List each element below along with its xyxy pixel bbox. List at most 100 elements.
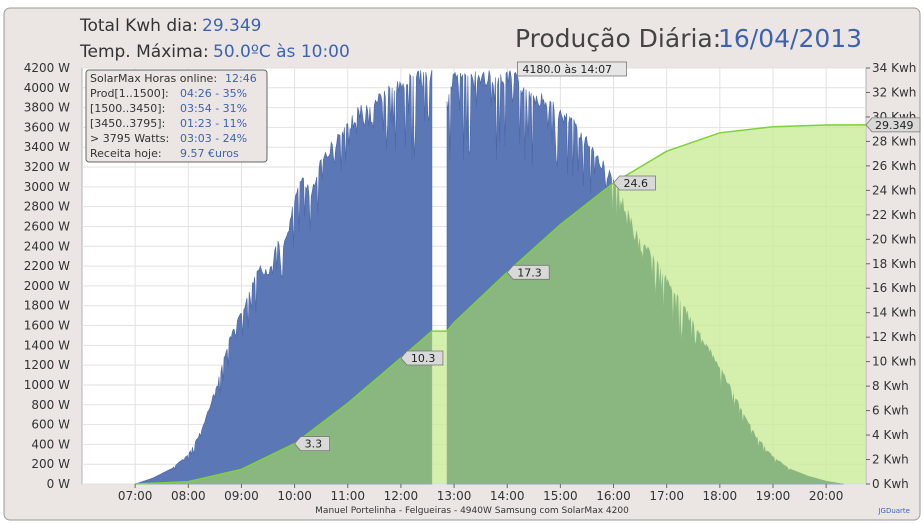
stats-row-label: Prod[1..1500]: [90, 87, 169, 100]
y-left-tick-label: 2800 W [24, 200, 70, 214]
x-tick-label: 08:00 [171, 489, 206, 503]
y-left-tick-label: 600 W [31, 418, 70, 432]
y-right-tick-label: 18 Kwh [872, 257, 916, 271]
y-left-tick-label: 1600 W [24, 319, 70, 333]
y-left-tick-label: 1000 W [24, 378, 70, 392]
y-left-tick-label: 1400 W [24, 338, 70, 352]
energy-label-text: 17.3 [517, 266, 542, 279]
peak-annotation-box [517, 61, 627, 77]
energy-labels: 3.3 10.3 17.3 24.6 29.349 4180.0 às 14:07 [294, 61, 921, 452]
x-tick-label: 10:00 [277, 489, 312, 503]
x-tick-label: 20:00 [809, 489, 844, 503]
energy-label-box [294, 436, 331, 452]
peak-annotation: 4180.0 às 14:07 [517, 61, 627, 77]
stats-row-value: 9.57 €uros [180, 147, 239, 160]
y-right-tick-label: 0 Kwh [872, 477, 909, 491]
x-tick-label: 11:00 [330, 489, 365, 503]
x-axis: 07:00 08:00 09:00 10:00 11:00 12:00 13:00 14:00… [118, 484, 844, 503]
x-tick-label: 09:00 [224, 489, 259, 503]
stats-row-value: 03:03 - 24% [180, 132, 247, 145]
stats-row-value: 12:46 [225, 72, 257, 85]
y-left-tick-label: 3000 W [24, 180, 70, 194]
energy-label-text: 10.3 [411, 352, 436, 365]
footer-signature: JGDuarte [877, 507, 910, 515]
x-tick-label: 15:00 [543, 489, 578, 503]
energy-label-text: 24.6 [624, 177, 649, 190]
x-tick-label: 19:00 [756, 489, 791, 503]
total-kwh-label: Total Kwh dia: [79, 16, 198, 36]
energy-label: 17.3 [506, 264, 550, 280]
stats-row-value: 04:26 - 35% [180, 87, 247, 100]
stats-row-label: SolarMax Horas online: [90, 72, 217, 85]
y-left-tick-label: 4000 W [24, 81, 70, 95]
stats-box: SolarMax Horas online: 12:46 Prod[1..150… [85, 69, 268, 163]
footer-credit: Manuel Portelinha - Felgueiras - 4940W S… [315, 506, 629, 516]
energy-line [135, 124, 867, 485]
page-title-date: 16/04/2013 [718, 24, 862, 53]
x-tick-label: 17:00 [649, 489, 684, 503]
y-right-tick-label: 2 Kwh [872, 453, 909, 467]
y-right-tick-label: 20 Kwh [872, 232, 916, 246]
y-right-tick-label: 6 Kwh [872, 404, 909, 418]
total-kwh-value: 29.349 [202, 16, 261, 36]
energy-label-box [612, 175, 656, 191]
y-left-tick-label: 2200 W [24, 259, 70, 273]
y-right-tick-label: 12 Kwh [872, 330, 916, 344]
y-left-tick-label: 2000 W [24, 279, 70, 293]
y-left-tick-label: 2600 W [24, 219, 70, 233]
y-left-tick-label: 4200 W [24, 61, 70, 75]
stats-row-label: > 3795 Watts: [90, 132, 169, 145]
energy-final-label-text: 29.349 [875, 119, 914, 132]
y-right-tick-label: 34 Kwh [872, 61, 916, 75]
y-left-tick-label: 3600 W [24, 120, 70, 134]
y-right-tick-label: 8 Kwh [872, 379, 909, 393]
y-right-tick-label: 28 Kwh [872, 134, 916, 148]
y-right-tick-label: 26 Kwh [872, 159, 916, 173]
x-tick-label: 14:00 [490, 489, 525, 503]
y-left-tick-label: 200 W [31, 457, 70, 471]
energy-label-box [400, 350, 444, 366]
energy-label-text: 3.3 [305, 438, 323, 451]
stats-row-label: [1500..3450]: [90, 102, 165, 115]
y-right-tick-label: 14 Kwh [872, 306, 916, 320]
power-area [135, 69, 433, 485]
y-right-tick-label: 22 Kwh [872, 208, 916, 222]
y-right-tick-label: 16 Kwh [872, 281, 916, 295]
energy-series [135, 124, 867, 485]
energy-label: 24.6 [612, 175, 656, 191]
y-left-tick-label: 3200 W [24, 160, 70, 174]
x-tick-label: 07:00 [118, 489, 153, 503]
x-tick-label: 12:00 [384, 489, 419, 503]
x-tick-label: 18:00 [703, 489, 738, 503]
y-right-tick-label: 32 Kwh [872, 85, 916, 99]
stats-row-value: 03:54 - 31% [180, 102, 247, 115]
temp-max-label: Temp. Máxima: [79, 42, 209, 62]
y-right-tick-label: 10 Kwh [872, 355, 916, 369]
stats-row-label: [3450..3795]: [90, 117, 165, 130]
y-left-tick-label: 1200 W [24, 358, 70, 372]
stats-row-value: 01:23 - 11% [180, 117, 247, 130]
stats-box-frame [85, 69, 268, 163]
y-left-tick-label: 1800 W [24, 299, 70, 313]
stats-row-label: Receita hoje: [90, 147, 162, 160]
energy-label-box [506, 264, 550, 280]
energy-final-label: 29.349 [865, 117, 921, 133]
x-tick-label: 13:00 [437, 489, 472, 503]
energy-final-label-box [865, 117, 921, 133]
y-left-tick-label: 400 W [31, 437, 70, 451]
y-left-tick-label: 0 W [47, 477, 70, 491]
y-axis-left: 0 W 200 W 400 W 600 W 800 W 1000 W 1200 W 1400 … [24, 61, 70, 491]
peak-annotation-text: 4180.0 às 14:07 [522, 63, 612, 76]
page-title-label: Produção Diária: [515, 24, 721, 53]
x-tick-label: 16:00 [596, 489, 631, 503]
energy-label: 3.3 [294, 436, 331, 452]
y-right-tick-label: 4 Kwh [872, 428, 909, 442]
y-right-tick-label: 24 Kwh [872, 183, 916, 197]
temp-max-value: 50.0ºC às 10:00 [213, 42, 350, 62]
y-left-tick-label: 800 W [31, 398, 70, 412]
y-left-tick-label: 3800 W [24, 101, 70, 115]
y-left-tick-label: 3400 W [24, 140, 70, 154]
energy-label: 10.3 [400, 350, 444, 366]
y-left-tick-label: 2400 W [24, 239, 70, 253]
